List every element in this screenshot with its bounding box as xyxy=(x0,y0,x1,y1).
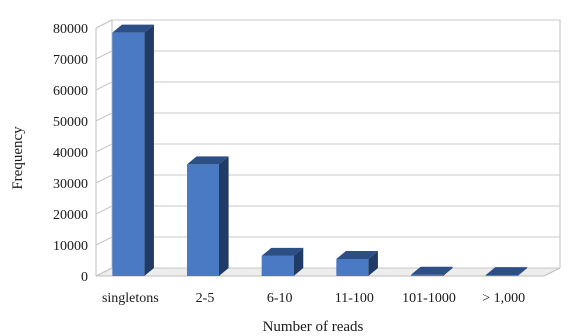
y-tick-label: 0 xyxy=(81,270,88,285)
y-tick-label: 40000 xyxy=(53,146,88,161)
bar xyxy=(485,267,528,276)
bars xyxy=(112,24,528,277)
y-tick-label: 30000 xyxy=(53,177,88,192)
gridline-side xyxy=(95,112,113,122)
y-tick-label: 10000 xyxy=(53,239,88,254)
bar xyxy=(336,250,378,276)
chart-walls xyxy=(95,19,561,277)
bar xyxy=(112,24,154,277)
bar-front xyxy=(336,258,369,276)
bar-top xyxy=(112,24,154,33)
bar-front xyxy=(187,164,219,276)
bar-top xyxy=(187,156,229,165)
gridline-side xyxy=(95,267,113,277)
bar-front xyxy=(485,275,518,276)
y-tick-label: 20000 xyxy=(53,208,88,223)
y-tick-label: 60000 xyxy=(53,84,88,99)
bar xyxy=(187,156,229,276)
bar-side xyxy=(144,24,154,277)
y-tick-label: 50000 xyxy=(53,115,88,130)
y-axis-ticks: 0 10000 20000 30000 40000 50000 60000 70000 8000… xyxy=(53,22,88,285)
bar-top xyxy=(411,266,453,275)
x-category-label: > 1,000 xyxy=(482,291,525,306)
x-axis-label: Number of reads xyxy=(263,319,364,335)
bar-side xyxy=(517,267,528,276)
bar-front xyxy=(411,274,443,276)
gridlines xyxy=(95,19,560,277)
gridline-side xyxy=(95,50,113,60)
gridline-side xyxy=(95,143,113,153)
x-axis-categories: singletons 2-5 6-10 11-100 101-1000 > 1,000 xyxy=(102,291,525,306)
x-category-label: 6-10 xyxy=(267,291,293,306)
y-axis-label: Frequency xyxy=(10,126,26,190)
y-tick-label: 70000 xyxy=(53,53,88,68)
x-category-label: 11-100 xyxy=(335,291,374,306)
bar xyxy=(411,266,453,276)
bar-side xyxy=(293,247,304,276)
gridline-side xyxy=(95,236,113,246)
y-tick-label: 80000 xyxy=(53,22,88,37)
bar-side xyxy=(219,156,229,276)
x-category-label: singletons xyxy=(102,291,159,306)
bar-front xyxy=(112,32,145,277)
gridline-side xyxy=(95,81,113,91)
bar-top xyxy=(336,250,378,259)
bar-side xyxy=(443,266,453,276)
bar xyxy=(261,247,304,276)
gridline-side xyxy=(95,174,113,184)
bar-top xyxy=(485,267,528,276)
bar-side xyxy=(368,250,378,276)
x-category-label: 2-5 xyxy=(196,291,215,306)
bar-top xyxy=(261,247,304,256)
gridline-side xyxy=(95,205,113,215)
gridline-side xyxy=(95,19,113,29)
x-category-label: 101-1000 xyxy=(402,291,456,306)
bar-front xyxy=(261,255,294,276)
